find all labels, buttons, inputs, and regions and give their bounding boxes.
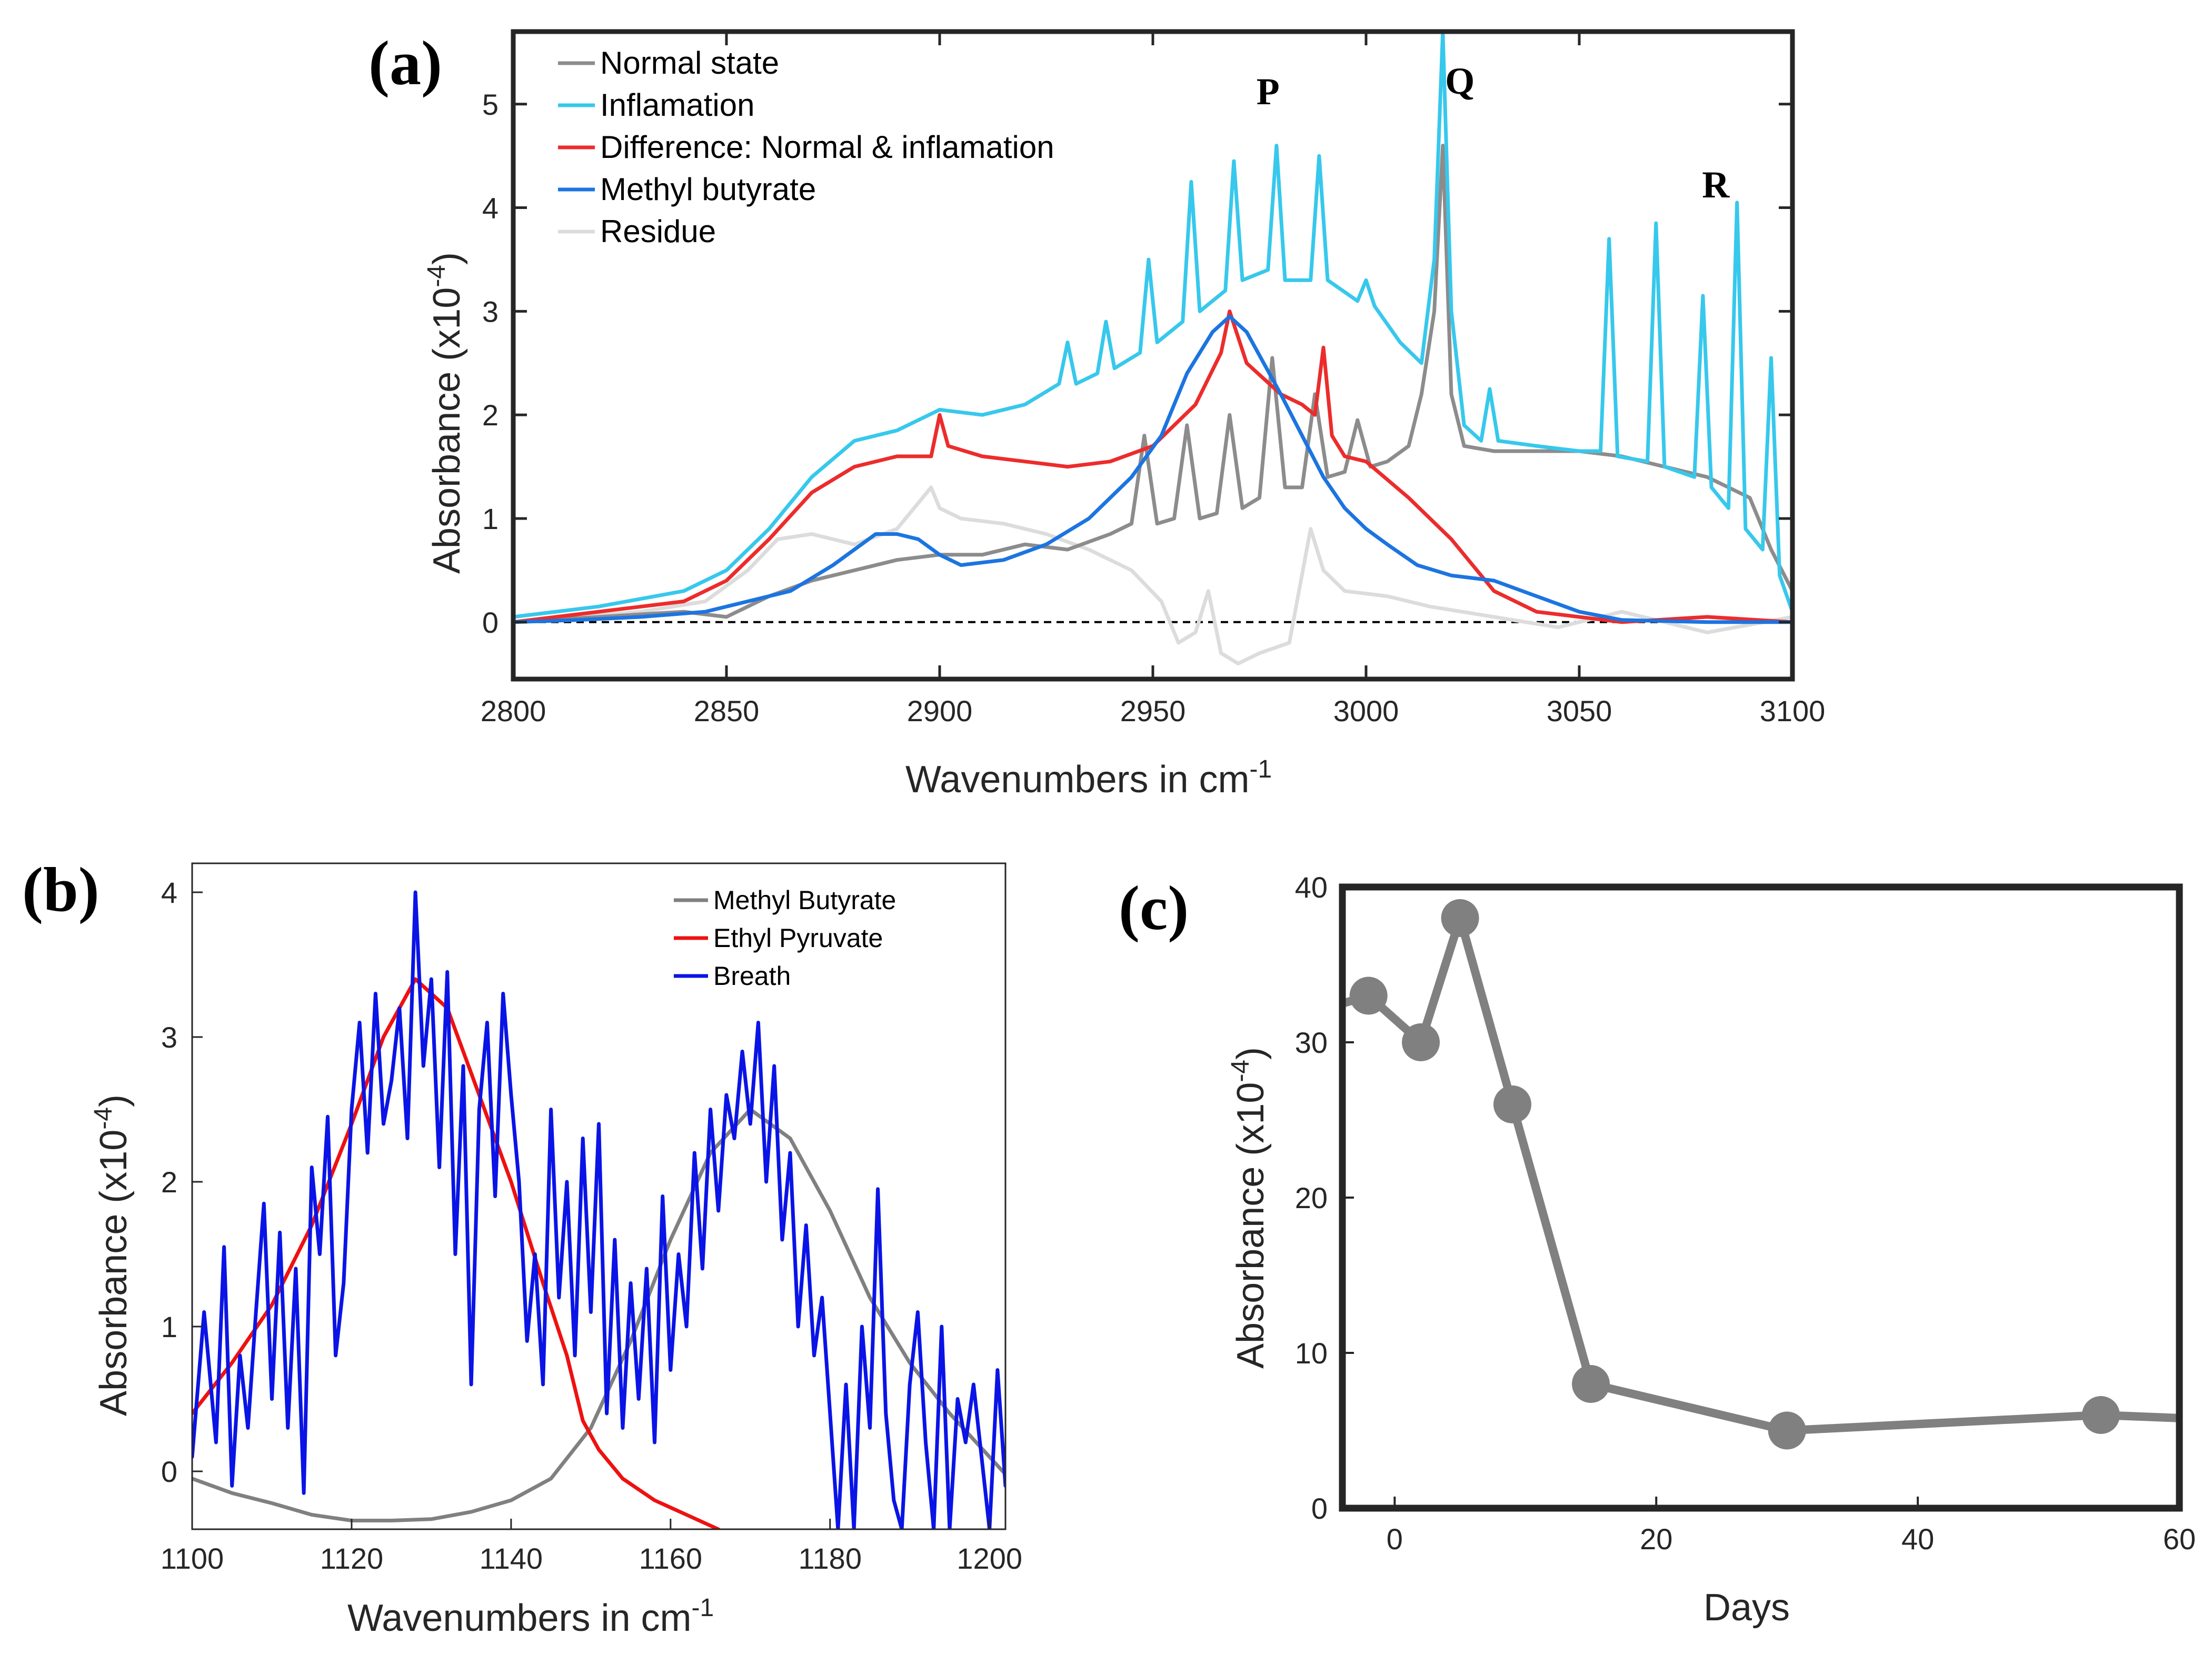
series-line-methyl-butyrate (192, 1108, 1005, 1522)
panel-a-x-ticks: 2800 2850 2900 2950 3000 3050 3100 (481, 32, 1826, 728)
data-point-marker (1349, 977, 1388, 1015)
x-tick-label: 1200 (956, 1542, 1022, 1575)
panel-b-y-axis-label: Absorbance (x10-4) (89, 1094, 135, 1416)
x-tick-label: 2800 (481, 694, 546, 728)
panel-a-y-axis-label: Absorbance (x10-4) (423, 252, 468, 574)
x-tick-label: 1140 (480, 1542, 543, 1575)
y-tick-label: 40 (1295, 871, 1328, 904)
data-point-marker (2081, 1396, 2120, 1434)
panel-a-legend: Normal state Inflamation Difference: Norma… (558, 45, 1054, 249)
x-tick-label: 40 (1901, 1522, 1934, 1556)
y-tick-label: 0 (482, 606, 499, 639)
x-tick-label: 60 (2163, 1522, 2196, 1556)
panel-c-plot-area (1342, 899, 2179, 1450)
panel-a-y-ticks: 0 1 2 3 4 5 (482, 88, 1792, 639)
y-tick-label: 0 (161, 1455, 177, 1488)
panel-b-y-ticks: 0 1 2 3 4 (161, 876, 203, 1488)
panel-b-plot-area (192, 890, 1005, 1529)
data-point-marker (1441, 899, 1479, 937)
data-point-marker (1572, 1365, 1610, 1403)
series-line-inflamation (513, 32, 1792, 619)
panel-a-x-axis-label: Wavenumbers in cm-1 (905, 755, 1272, 801)
panel-a-letter: (a) (368, 28, 442, 98)
series-line-absorbance (1342, 914, 2179, 1435)
y-tick-label: 4 (161, 876, 177, 909)
data-point-marker (1493, 1085, 1531, 1123)
y-tick-label: 0 (1311, 1492, 1328, 1525)
panel-b-frame (191, 862, 1007, 1530)
x-tick-label: 20 (1640, 1522, 1672, 1556)
y-tick-label: 30 (1295, 1026, 1328, 1059)
y-tick-label: 10 (1295, 1337, 1328, 1370)
panel-a: (a) 2800 2850 2900 2950 3000 3050 3100 012345 … (368, 28, 1825, 801)
series-line-ethyl-pyruvate (192, 977, 721, 1529)
legend-label-difference-normal-inflamation: Difference: Normal & inflamation (600, 129, 1054, 165)
x-tick-label: 1180 (799, 1542, 862, 1575)
y-tick-label: 2 (161, 1165, 177, 1199)
x-tick-label: 2850 (694, 694, 760, 728)
data-point-marker (1768, 1411, 1806, 1450)
x-tick-label: 3050 (1547, 694, 1612, 728)
y-tick-label: 1 (161, 1310, 177, 1343)
x-tick-label: 3100 (1760, 694, 1826, 728)
legend-label-methyl-butyrate: Methyl butyrate (600, 172, 816, 207)
panel-b-letter: (b) (22, 854, 99, 924)
y-tick-label: 2 (482, 398, 499, 432)
x-tick-label: 3000 (1333, 694, 1399, 728)
panel-c-x-axis-label: Days (1703, 1587, 1790, 1629)
legend-label-methyl-butyrate: Methyl Butyrate (713, 885, 896, 915)
panel-c-y-ticks: 0 10 20 30 40 (1295, 871, 1354, 1525)
panel-a-branch-labels: P Q R (1257, 60, 1730, 206)
x-tick-label: 2950 (1120, 694, 1186, 728)
panel-b-x-ticks: 1100 1120 1140 1160 1180 1200 (161, 1519, 1022, 1575)
series-line-difference-normal-inflamation (513, 309, 1792, 624)
y-tick-label: 1 (482, 502, 499, 535)
panel-a-plot-area (513, 32, 1792, 665)
legend-label-breath: Breath (713, 961, 791, 991)
c-series-group (1342, 899, 2179, 1450)
legend-label-inflamation: Inflamation (600, 87, 755, 123)
x-tick-label: 1120 (320, 1542, 383, 1575)
x-tick-label: 2900 (907, 694, 973, 728)
legend-label-normal-state: Normal state (600, 45, 779, 81)
y-tick-label: 3 (482, 295, 499, 328)
legend-label-residue: Residue (600, 214, 716, 249)
series-line-breath (192, 890, 1005, 1529)
panel-b: (b) 1100 1120 1140 1160 1180 1200 0 1 2 3 4 Waven… (22, 854, 1022, 1639)
series-line-residue (513, 485, 1792, 665)
panel-b-x-axis-label: Wavenumbers in cm-1 (347, 1594, 714, 1639)
branch-label-r: R (1702, 164, 1730, 206)
panel-b-legend: Methyl Butyrate Ethyl Pyruvate Breath (674, 885, 896, 991)
legend-label-ethyl-pyruvate: Ethyl Pyruvate (713, 923, 883, 953)
branch-label-p: P (1257, 71, 1280, 113)
x-tick-label: 1100 (161, 1542, 224, 1575)
panel-c-x-ticks: 0 20 40 60 (1387, 1497, 2196, 1556)
series-line-methyl-butyrate (513, 314, 1792, 624)
y-tick-label: 3 (161, 1021, 177, 1054)
y-tick-label: 5 (482, 88, 499, 121)
panel-c-y-axis-label: Absorbance (x10-4) (1227, 1047, 1272, 1369)
y-tick-label: 4 (482, 192, 499, 225)
a-series-group (513, 32, 1792, 665)
x-tick-label: 1160 (639, 1542, 702, 1575)
panel-c: (c) 0 20 40 60 0 10 20 30 40 Days Absorbance (x… (1119, 871, 2196, 1629)
x-tick-label: 0 (1387, 1522, 1403, 1556)
y-tick-label: 20 (1295, 1181, 1328, 1214)
branch-label-q: Q (1445, 60, 1474, 102)
data-point-marker (1402, 1023, 1440, 1061)
panel-c-letter: (c) (1119, 873, 1189, 943)
series-line-normal-state (513, 144, 1792, 624)
b-series-group (192, 890, 1005, 1529)
